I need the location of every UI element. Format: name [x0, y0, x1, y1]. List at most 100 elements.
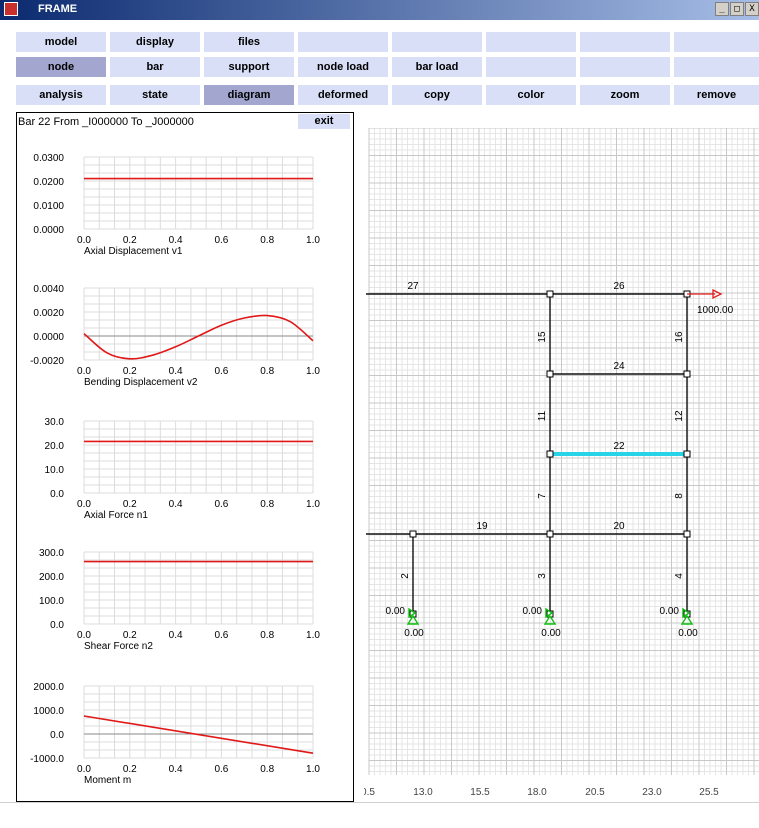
empty-button[interactable]: [580, 32, 670, 52]
bar-label: 3: [537, 573, 548, 579]
color-button[interactable]: color: [486, 85, 576, 105]
support-arrow: [408, 607, 417, 619]
close-icon[interactable]: X: [745, 2, 759, 16]
chart-title: Moment m: [84, 775, 131, 786]
empty-button[interactable]: [580, 57, 670, 77]
support-icon: [543, 607, 557, 625]
x-tick-label: 0.6: [214, 764, 228, 775]
x-axis-label: 20.5: [585, 787, 605, 798]
x-axis-label: 15.5: [470, 787, 490, 798]
x-tick-label: 0.8: [260, 235, 274, 246]
diagram-chart-2: 0.0040 0.0020 0.0000 -0.0020 0.0 0.2 0.4 0.6 0.8…: [30, 284, 320, 388]
bar-label: 2: [400, 573, 411, 579]
x-tick-label: 0.2: [123, 366, 137, 377]
x-tick-label: 0.4: [169, 366, 183, 377]
y-tick-label: 0.0000: [33, 225, 64, 236]
structure-canvas[interactable]: 27 26 15 16 24 11 12 22 7 8 19 20 2 3 4 1000.00 0.00 0.00…: [364, 128, 759, 800]
x-tick-label: 1.0: [306, 499, 320, 510]
x-tick-label: 0.2: [123, 235, 137, 246]
y-tick-label: 10.0: [45, 465, 65, 476]
bar-label: 12: [674, 410, 685, 422]
node-marker: [683, 530, 691, 538]
empty-button[interactable]: [298, 32, 388, 52]
node-load-button[interactable]: node load: [298, 57, 388, 77]
node-button[interactable]: node: [16, 57, 106, 77]
x-tick-label: 0.0: [77, 235, 91, 246]
x-tick-label: 0.4: [169, 764, 183, 775]
support-button[interactable]: support: [204, 57, 294, 77]
model-button[interactable]: model: [16, 32, 106, 52]
remove-button[interactable]: remove: [674, 85, 759, 105]
support-icon: [406, 607, 420, 625]
series-line: [83, 715, 314, 754]
display-button[interactable]: display: [110, 32, 200, 52]
reaction-label: 0.00: [678, 628, 698, 639]
minimize-icon[interactable]: _: [715, 2, 729, 16]
node-marker: [546, 530, 554, 538]
copy-button[interactable]: copy: [392, 85, 482, 105]
support-triangle: [680, 614, 694, 625]
x-tick-label: 0.6: [214, 630, 228, 641]
diagram-chart-5: 2000.0 1000.0 0.0 -1000.0 0.0 0.2 0.4 0.6 0.8 1.0…: [30, 682, 320, 786]
files-button[interactable]: files: [204, 32, 294, 52]
y-tick-label: 0.0040: [33, 284, 64, 295]
bar-label: 15: [537, 331, 548, 343]
y-tick-label: 0.0: [50, 489, 64, 500]
x-tick-label: 0.2: [123, 630, 137, 641]
y-tick-label: 0.0200: [33, 177, 64, 188]
bar-button[interactable]: bar: [110, 57, 200, 77]
y-tick-label: 200.0: [39, 572, 64, 583]
bar-label: 16: [674, 331, 685, 343]
support-triangle: [406, 614, 420, 625]
empty-button[interactable]: [392, 32, 482, 52]
x-tick-label: 0.0: [77, 499, 91, 510]
bar-label: 19: [476, 521, 488, 532]
chart-title: Bending Displacement v2: [84, 377, 198, 388]
toolbar-row-1: model display files: [16, 32, 759, 52]
y-tick-label: -0.0020: [30, 356, 64, 367]
support-label: 0.00: [523, 606, 543, 617]
load-arrow-head: [712, 288, 723, 300]
x-axis-label: 0.5: [364, 787, 375, 798]
y-tick-label: 0.0000: [33, 332, 64, 343]
diagram-button[interactable]: diagram: [204, 85, 294, 105]
y-tick-label: 0.0300: [33, 153, 64, 164]
x-tick-label: 0.0: [77, 366, 91, 377]
exit-button[interactable]: exit: [298, 114, 350, 129]
y-tick-label: 100.0: [39, 596, 64, 607]
window-title: FRAME: [38, 3, 78, 15]
empty-button[interactable]: [674, 32, 759, 52]
zoom-button[interactable]: zoom: [580, 85, 670, 105]
x-tick-label: 0.6: [214, 235, 228, 246]
analysis-button[interactable]: analysis: [16, 85, 106, 105]
x-tick-label: 0.8: [260, 630, 274, 641]
empty-button[interactable]: [486, 57, 576, 77]
series-line: [83, 314, 314, 360]
empty-button[interactable]: [486, 32, 576, 52]
support-triangle: [543, 614, 557, 625]
bar-label: 7: [537, 493, 548, 499]
y-tick-label: 0.0020: [33, 308, 64, 319]
x-tick-label: 0.4: [169, 630, 183, 641]
node-marker: [546, 450, 554, 458]
bar-load-button[interactable]: bar load: [392, 57, 482, 77]
window-controls: _ □ X: [715, 2, 759, 16]
state-button[interactable]: state: [110, 85, 200, 105]
y-tick-label: 30.0: [45, 417, 65, 428]
load-label: 1000.00: [697, 305, 734, 316]
support-arrow: [545, 607, 554, 619]
bar-info-text: Bar 22 From _I000000 To _J000000: [18, 116, 194, 128]
x-tick-label: 0.0: [77, 764, 91, 775]
support-label: 0.00: [386, 606, 406, 617]
maximize-icon[interactable]: □: [730, 2, 744, 16]
diagram-chart-4: 300.0 200.0 100.0 0.0 0.0 0.2 0.4 0.6 0.8 1.0 Shea…: [39, 548, 320, 652]
x-tick-label: 0.8: [260, 366, 274, 377]
deformed-button[interactable]: deformed: [298, 85, 388, 105]
x-tick-label: 0.4: [169, 499, 183, 510]
chart-title: Axial Displacement v1: [84, 246, 183, 257]
x-axis-label: 18.0: [527, 787, 547, 798]
empty-button[interactable]: [674, 57, 759, 77]
y-tick-label: 0.0: [50, 730, 64, 741]
y-tick-label: 300.0: [39, 548, 64, 559]
status-bar: [0, 802, 759, 828]
